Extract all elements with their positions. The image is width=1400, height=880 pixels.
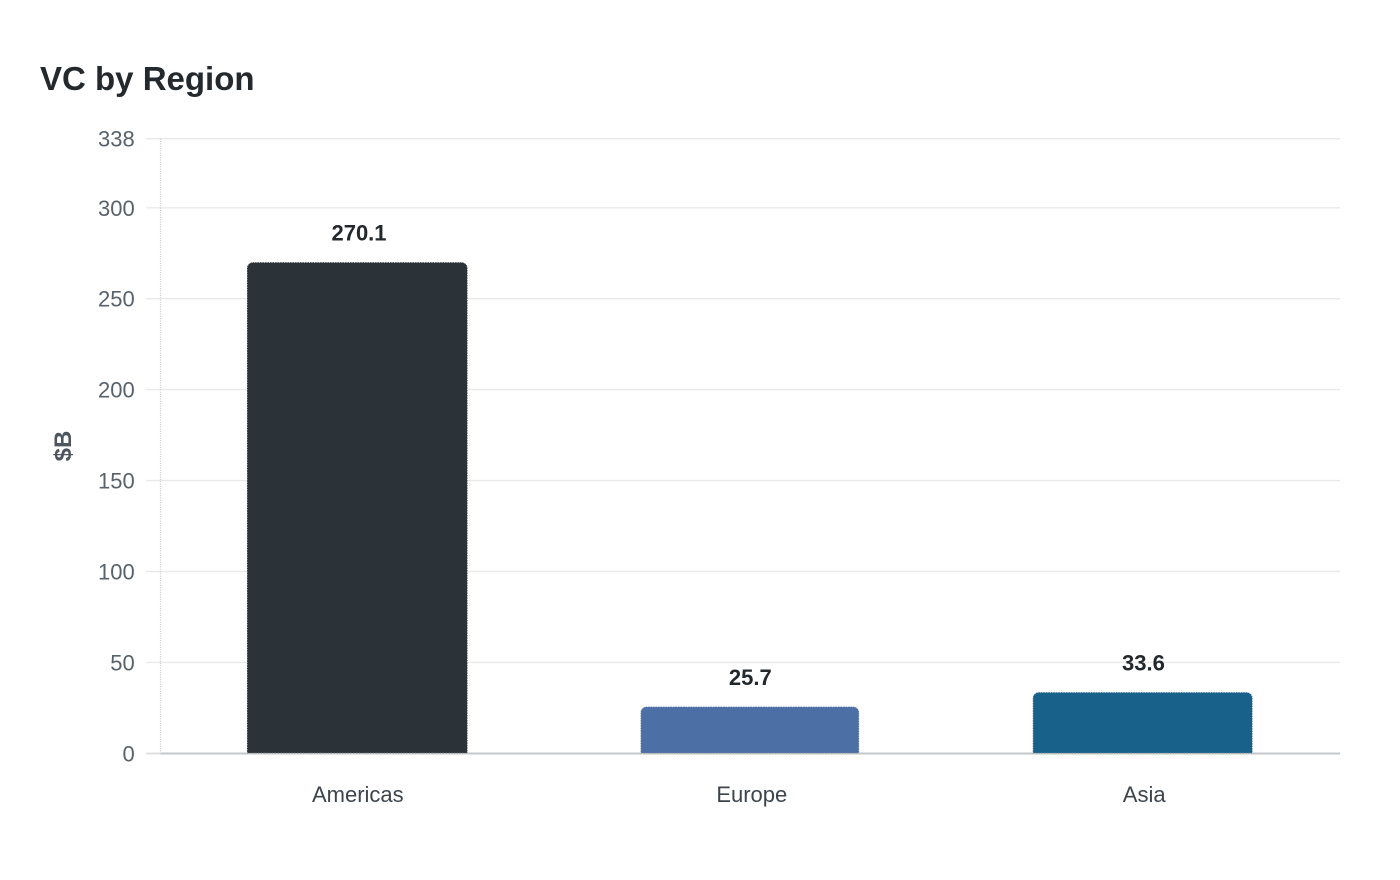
- svg-text:Americas: Americas: [312, 782, 404, 807]
- svg-text:300: 300: [98, 196, 135, 221]
- svg-text:150: 150: [98, 469, 135, 494]
- svg-text:270.1: 270.1: [331, 220, 386, 245]
- svg-text:Europe: Europe: [716, 782, 787, 807]
- svg-text:Asia: Asia: [1123, 782, 1167, 807]
- svg-text:$B: $B: [50, 431, 77, 462]
- svg-text:25.7: 25.7: [729, 665, 772, 690]
- svg-text:100: 100: [98, 560, 135, 585]
- svg-text:200: 200: [98, 378, 135, 403]
- svg-text:250: 250: [98, 287, 135, 312]
- svg-text:0: 0: [122, 741, 134, 766]
- svg-text:50: 50: [110, 650, 134, 675]
- svg-text:33.6: 33.6: [1122, 650, 1165, 675]
- svg-text:VC by Region: VC by Region: [40, 60, 255, 97]
- svg-text:338: 338: [98, 127, 135, 152]
